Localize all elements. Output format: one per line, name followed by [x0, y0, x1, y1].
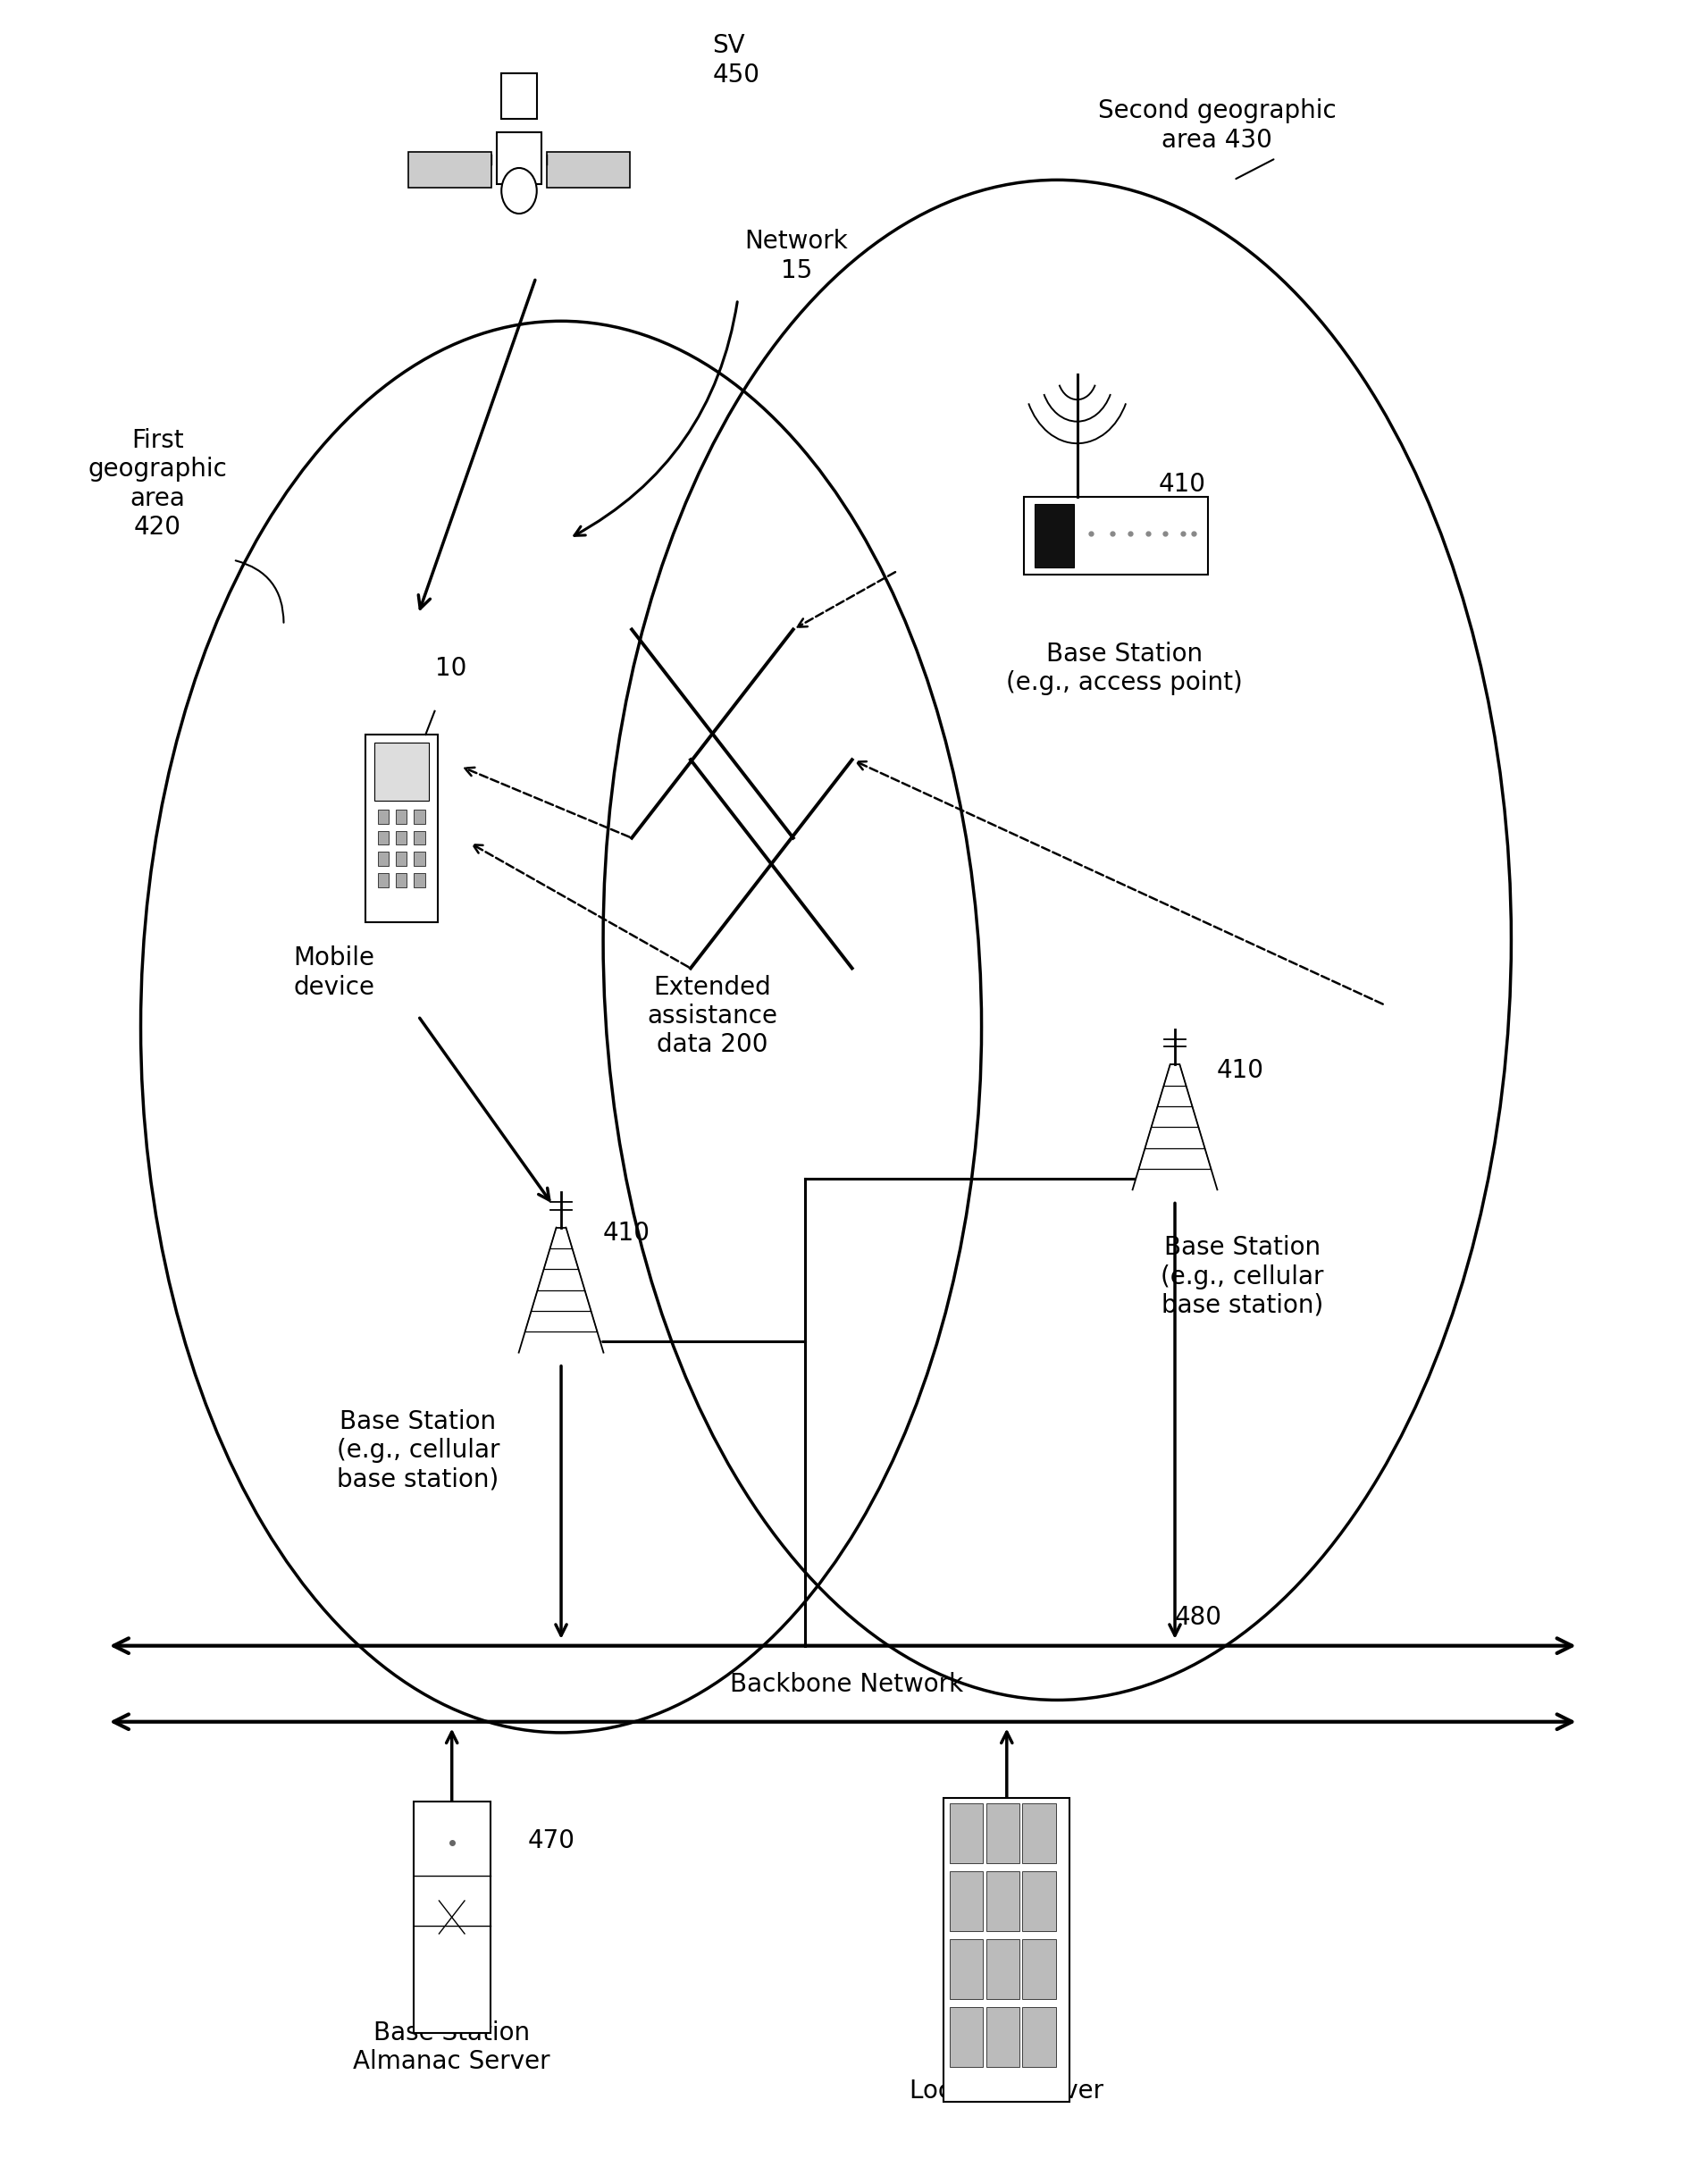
Bar: [413, 874, 425, 887]
Text: 410: 410: [603, 1221, 650, 1245]
Bar: [396, 810, 407, 823]
Bar: [396, 830, 407, 845]
Text: First
geographic
area
420: First geographic area 420: [88, 428, 227, 539]
Bar: [501, 74, 537, 120]
Text: Extended
assistance
data 200: Extended assistance data 200: [647, 974, 778, 1057]
Bar: [986, 1939, 1020, 1998]
Text: 460: 460: [1015, 1828, 1062, 1854]
Polygon shape: [1133, 1064, 1218, 1190]
Bar: [1023, 1804, 1055, 1863]
Bar: [986, 2007, 1020, 2066]
Text: 470: 470: [527, 1828, 574, 1854]
Bar: [950, 1872, 983, 1931]
Circle shape: [501, 168, 537, 214]
Bar: [396, 852, 407, 865]
Polygon shape: [518, 1227, 603, 1352]
Text: Network
15: Network 15: [745, 229, 849, 284]
Text: 10: 10: [435, 655, 466, 681]
Bar: [950, 2007, 983, 2066]
Bar: [986, 1872, 1020, 1931]
Bar: [944, 1797, 1071, 2101]
Bar: [950, 1804, 983, 1863]
Bar: [364, 734, 437, 922]
Text: Base Station
(e.g., access point): Base Station (e.g., access point): [1006, 642, 1243, 695]
Text: Base Station
Almanac Server: Base Station Almanac Server: [354, 2020, 551, 2075]
Bar: [950, 1939, 983, 1998]
Text: 410: 410: [1216, 1057, 1264, 1083]
Bar: [396, 874, 407, 887]
Bar: [496, 133, 542, 183]
Bar: [1023, 2007, 1055, 2066]
Bar: [378, 852, 388, 865]
Text: Mobile
device: Mobile device: [293, 946, 374, 1000]
Text: Location Server: Location Server: [910, 2079, 1104, 2103]
Bar: [408, 151, 491, 188]
Bar: [1023, 1939, 1055, 1998]
Bar: [413, 1802, 490, 2033]
Bar: [374, 743, 429, 802]
Text: Base Station
(e.g., cellular
base station): Base Station (e.g., cellular base statio…: [337, 1409, 500, 1492]
Bar: [413, 810, 425, 823]
Bar: [1025, 498, 1208, 574]
Bar: [378, 874, 388, 887]
Text: 410: 410: [1159, 472, 1206, 496]
Text: Second geographic
area 430: Second geographic area 430: [1098, 98, 1337, 153]
Text: Base Station
(e.g., cellular
base station): Base Station (e.g., cellular base statio…: [1160, 1236, 1323, 1319]
Bar: [413, 852, 425, 865]
Bar: [413, 830, 425, 845]
Bar: [378, 810, 388, 823]
Bar: [1023, 1872, 1055, 1931]
Bar: [986, 1804, 1020, 1863]
Bar: [1035, 505, 1074, 568]
Text: SV
450: SV 450: [713, 33, 761, 87]
Text: Backbone Network: Backbone Network: [730, 1673, 964, 1697]
Bar: [547, 151, 630, 188]
Text: 480: 480: [1176, 1605, 1223, 1629]
Bar: [378, 830, 388, 845]
